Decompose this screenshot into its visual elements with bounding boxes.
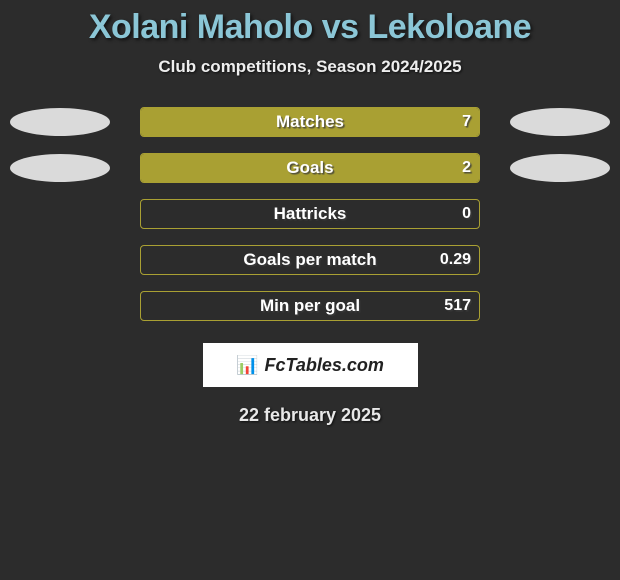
stat-rows: Matches 7 Goals 2 Hattricks 0 (0, 107, 620, 321)
bar-value: 2 (462, 154, 471, 182)
subtitle: Club competitions, Season 2024/2025 (0, 57, 620, 77)
bar-label: Matches (141, 108, 479, 136)
date-text: 22 february 2025 (0, 405, 620, 426)
chart-icon: 📊 (236, 356, 258, 374)
bar-track: Min per goal 517 (140, 291, 480, 321)
bar-value: 517 (444, 292, 471, 320)
page-title: Xolani Maholo vs Lekoloane (0, 0, 620, 47)
stat-row: Matches 7 (0, 107, 620, 137)
bar-label: Goals (141, 154, 479, 182)
stat-row: Goals per match 0.29 (0, 245, 620, 275)
bar-track: Goals 2 (140, 153, 480, 183)
stat-row: Goals 2 (0, 153, 620, 183)
left-oval (10, 154, 110, 182)
bar-track: Hattricks 0 (140, 199, 480, 229)
bar-track: Matches 7 (140, 107, 480, 137)
right-oval (510, 108, 610, 136)
bar-label: Goals per match (141, 246, 479, 274)
bar-value: 0.29 (440, 246, 471, 274)
logo[interactable]: 📊 FcTables.com (203, 343, 418, 387)
bar-label: Hattricks (141, 200, 479, 228)
left-oval (10, 108, 110, 136)
bar-value: 7 (462, 108, 471, 136)
stat-row: Min per goal 517 (0, 291, 620, 321)
comparison-card: Xolani Maholo vs Lekoloane Club competit… (0, 0, 620, 580)
bar-label: Min per goal (141, 292, 479, 320)
logo-text: FcTables.com (265, 355, 384, 376)
right-oval (510, 154, 610, 182)
bar-value: 0 (462, 200, 471, 228)
stat-row: Hattricks 0 (0, 199, 620, 229)
bar-track: Goals per match 0.29 (140, 245, 480, 275)
